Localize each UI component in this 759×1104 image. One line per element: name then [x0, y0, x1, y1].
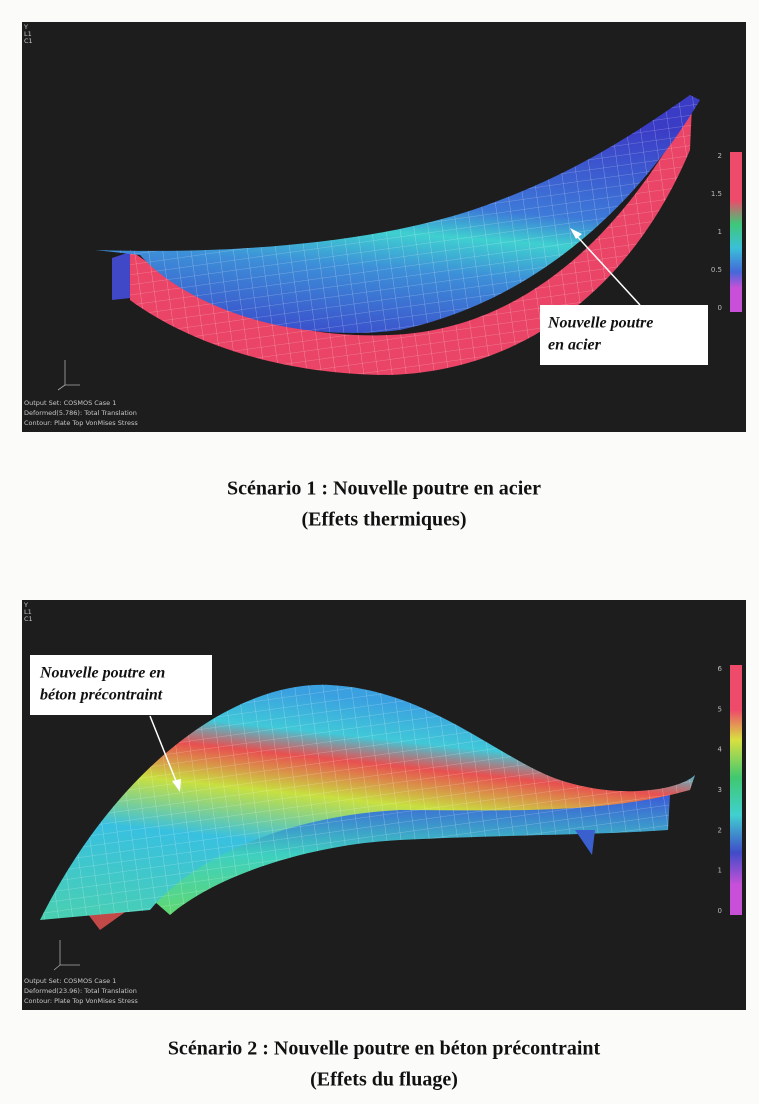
- info-line: Deformed(5.786): Total Translation: [24, 409, 137, 417]
- page: YL1C121.510.50Output Set: COSMOS Case 1D…: [0, 0, 759, 1104]
- caption: Scénario 1 : Nouvelle poutre en acier: [227, 478, 541, 500]
- info-line: Output Set: COSMOS Case 1: [24, 977, 116, 985]
- scale-label: 2: [718, 152, 722, 160]
- callout-text: Nouvelle poutre en: [39, 665, 165, 682]
- color-scale: [730, 152, 742, 312]
- scale-label: 6: [718, 665, 723, 673]
- scale-label: 0.5: [711, 266, 722, 274]
- scale-label: 0: [718, 304, 722, 312]
- callout-text: béton précontraint: [40, 687, 163, 704]
- scale-label: 1.5: [711, 190, 722, 198]
- color-scale: [730, 665, 742, 915]
- caption: (Effets du fluage): [310, 1069, 458, 1091]
- scale-label: 4: [718, 746, 723, 754]
- header-label: C1: [24, 615, 33, 623]
- info-line: Contour: Plate Top VonMises Stress: [24, 419, 138, 427]
- scale-label: 1: [718, 867, 722, 875]
- info-line: Output Set: COSMOS Case 1: [24, 399, 116, 407]
- figure-2: [22, 600, 746, 1010]
- info-line: Contour: Plate Top VonMises Stress: [24, 997, 138, 1005]
- callout-text: Nouvelle poutre: [547, 315, 653, 332]
- beam-end: [112, 252, 130, 300]
- scale-label: 3: [718, 786, 722, 794]
- figure-1: [22, 22, 746, 432]
- scale-label: 1: [718, 228, 722, 236]
- header-label: C1: [24, 37, 33, 45]
- scale-label: 0: [718, 907, 722, 915]
- callout-text: en acier: [548, 337, 602, 354]
- caption: Scénario 2 : Nouvelle poutre en béton pr…: [168, 1038, 601, 1060]
- info-line: Deformed(23.96): Total Translation: [24, 987, 137, 995]
- scale-label: 2: [718, 826, 722, 834]
- caption: (Effets thermiques): [302, 509, 467, 531]
- scale-label: 5: [718, 705, 722, 713]
